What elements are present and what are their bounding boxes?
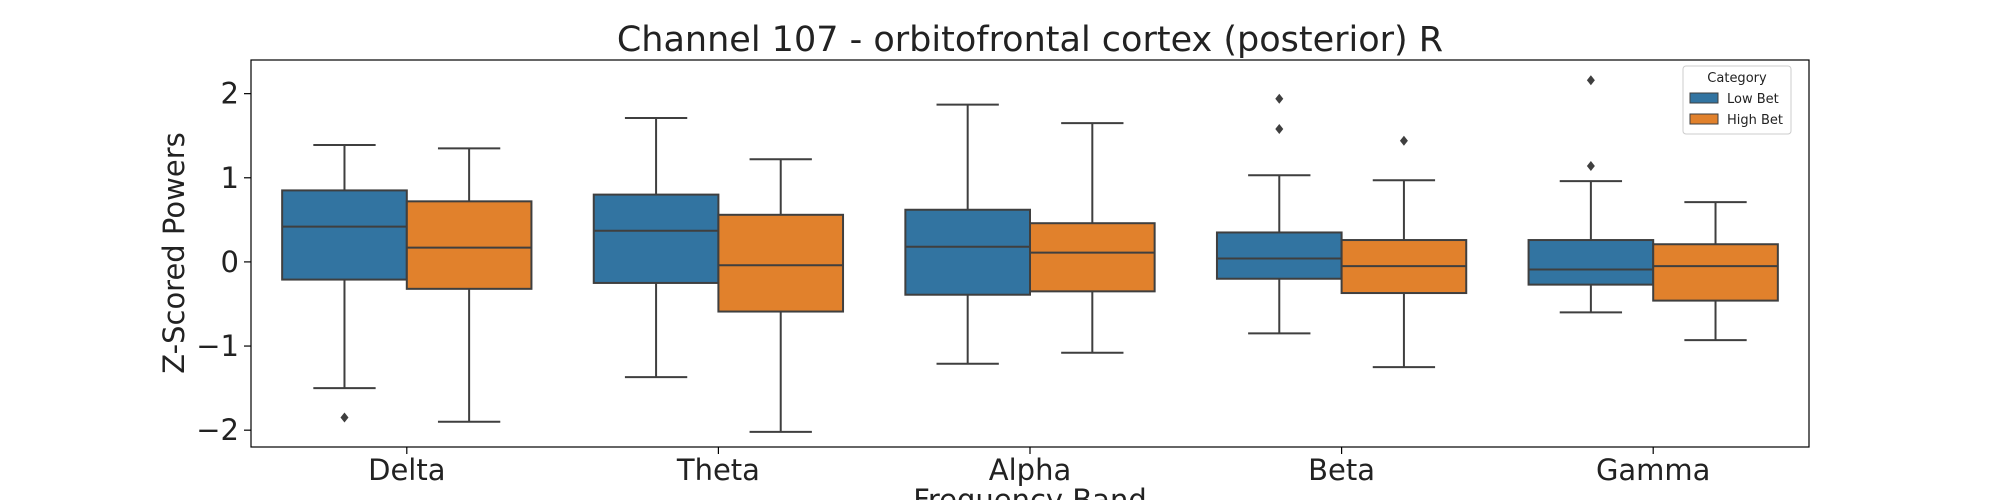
- iqr-box: [904, 208, 1031, 296]
- box-gamma-low-bet: [1527, 75, 1655, 314]
- x-tick-label-gamma: Gamma: [1596, 453, 1711, 487]
- legend: Category Low Bet High Bet: [1682, 65, 1792, 135]
- box-beta-low-bet: [1215, 93, 1343, 335]
- outlier-point: [1275, 123, 1284, 134]
- legend-label-low-bet: Low Bet: [1727, 92, 1779, 107]
- x-tick-label-beta: Beta: [1308, 453, 1375, 487]
- box-alpha-low-bet: [904, 103, 1031, 365]
- iqr-box: [592, 193, 720, 284]
- y-tick-label: 2: [221, 77, 239, 111]
- chart-title: Channel 107 - orbitofrontal cortex (post…: [617, 20, 1443, 60]
- y-tick-label: 1: [221, 161, 239, 195]
- legend-swatch-high-bet: [1689, 113, 1719, 125]
- outlier-point: [1586, 161, 1595, 172]
- outlier-point: [1399, 135, 1408, 146]
- box-beta-high-bet: [1340, 135, 1468, 369]
- box-gamma-high-bet: [1652, 201, 1779, 342]
- box-theta-high-bet: [717, 158, 845, 433]
- box-theta-low-bet: [592, 117, 720, 379]
- legend-swatch-low-bet: [1689, 92, 1719, 104]
- outlier-point: [340, 412, 349, 423]
- y-axis-label: Z-Scored Powers: [157, 132, 191, 373]
- x-tick-label-theta: Theta: [676, 453, 760, 487]
- iqr-box: [1527, 239, 1655, 286]
- box-alpha-high-bet: [1029, 122, 1156, 354]
- x-axis-label: Frequency Band: [913, 483, 1147, 500]
- y-tick-label: −1: [196, 329, 239, 363]
- iqr-box: [281, 189, 408, 281]
- legend-label-high-bet: High Bet: [1727, 113, 1783, 128]
- iqr-box: [1652, 243, 1779, 302]
- iqr-box: [1215, 231, 1343, 280]
- iqr-box: [405, 200, 533, 290]
- x-tick-label-delta: Delta: [368, 453, 445, 487]
- box-delta-high-bet: [405, 147, 533, 423]
- box-delta-low-bet: [281, 143, 408, 423]
- plot-area: 2 1 0 −1 −2 Delta Theta Alpha Beta Gamma: [196, 59, 1810, 487]
- iqr-box: [717, 213, 845, 313]
- x-tick-label-alpha: Alpha: [989, 453, 1071, 487]
- y-tick-label: 0: [221, 245, 239, 279]
- outlier-point: [1586, 75, 1595, 86]
- iqr-box: [1029, 222, 1156, 293]
- outlier-point: [1275, 93, 1284, 104]
- legend-title: Category: [1707, 71, 1767, 86]
- y-tick-label: −2: [196, 413, 239, 447]
